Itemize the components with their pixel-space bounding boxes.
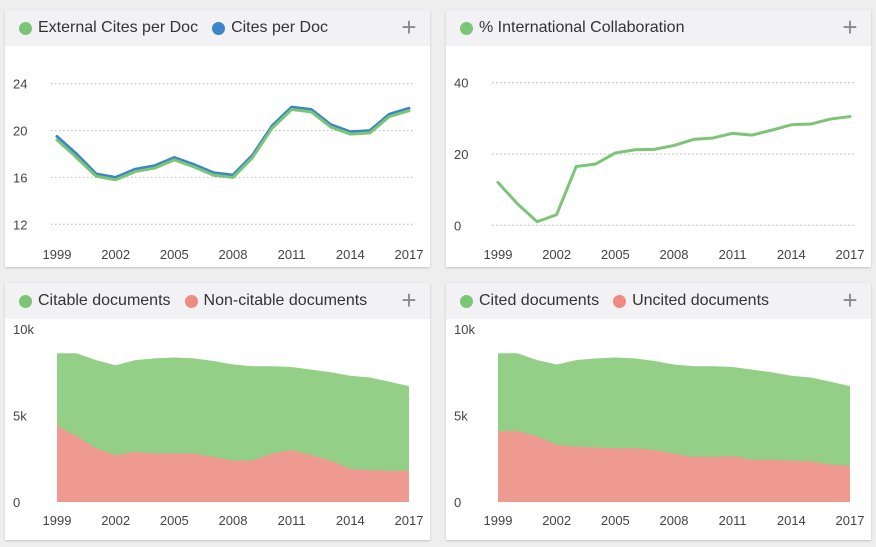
x-tick-label: 2017 bbox=[395, 513, 424, 528]
y-tick-label: 10k bbox=[454, 322, 475, 337]
x-tick-label: 1999 bbox=[43, 513, 72, 528]
x-tick-label: 2005 bbox=[160, 247, 189, 262]
legend-item-international-collaboration[interactable]: % International Collaboration bbox=[460, 19, 684, 37]
legend-dot-icon bbox=[19, 294, 32, 308]
x-tick-label: 2008 bbox=[219, 247, 248, 262]
chart-plot: 10k 5k 0 1999 2002 2005 2008 2011 2014 2017 bbox=[13, 322, 424, 528]
legend-dot-icon bbox=[19, 21, 32, 35]
x-tick-label: 2008 bbox=[219, 513, 248, 528]
x-tick-label: 2002 bbox=[542, 247, 571, 262]
chart-plot: 24 20 16 12 1999 2002 2005 2008 2011 2014 2017 bbox=[13, 77, 424, 262]
legend-label: Uncited documents bbox=[632, 292, 770, 309]
x-tick-label: 1999 bbox=[484, 247, 513, 262]
y-tick-label: 0 bbox=[454, 495, 461, 510]
legend-label: Non-citable documents bbox=[203, 292, 368, 309]
line-series-1[interactable] bbox=[496, 115, 852, 224]
y-tick-label: 10k bbox=[13, 322, 34, 337]
legend-label: External Cites per Doc bbox=[38, 19, 199, 36]
y-tick-label: 5k bbox=[454, 409, 468, 424]
area-series-2[interactable] bbox=[498, 431, 850, 502]
x-tick-label: 2008 bbox=[660, 513, 689, 528]
x-tick-label: 2005 bbox=[601, 247, 630, 262]
x-tick-label: 2017 bbox=[836, 247, 865, 262]
y-tick-label: 40 bbox=[454, 76, 468, 91]
legend-label: Cited documents bbox=[479, 292, 600, 309]
x-tick-label: 2005 bbox=[160, 513, 189, 528]
legend-label: % International Collaboration bbox=[479, 19, 685, 36]
x-tick-label: 2002 bbox=[101, 513, 130, 528]
chart-card-cited-documents: Cited documents Uncited documents + 10k 5… bbox=[446, 283, 871, 540]
x-tick-label: 2014 bbox=[336, 513, 365, 528]
x-tick-label: 2014 bbox=[777, 247, 806, 262]
x-tick-label: 2014 bbox=[336, 247, 365, 262]
x-tick-label: 1999 bbox=[484, 513, 513, 528]
x-tick-label: 2017 bbox=[395, 247, 424, 262]
x-tick-label: 2011 bbox=[278, 513, 306, 528]
x-tick-label: 2014 bbox=[777, 513, 806, 528]
legend-item-citable[interactable]: Citable documents bbox=[19, 292, 171, 310]
legend-item-uncited[interactable]: Uncited documents bbox=[613, 292, 769, 310]
y-tick-label: 24 bbox=[13, 77, 27, 92]
legend-item-cited[interactable]: Cited documents bbox=[460, 292, 599, 310]
line-series-1[interactable] bbox=[55, 105, 411, 179]
y-tick-label: 0 bbox=[454, 218, 461, 233]
y-tick-label: 0 bbox=[13, 495, 20, 510]
chart-card-international-collaboration: % International Collaboration + 40 20 0 199… bbox=[446, 10, 871, 267]
y-tick-label: 20 bbox=[13, 124, 27, 139]
x-tick-label: 1999 bbox=[43, 247, 72, 262]
legend-label: Cites per Doc bbox=[231, 19, 328, 36]
y-tick-label: 12 bbox=[13, 217, 27, 232]
area-series-2[interactable] bbox=[57, 425, 409, 502]
legend-dot-icon bbox=[613, 294, 627, 308]
legend-dot-icon bbox=[212, 21, 226, 35]
x-tick-label: 2011 bbox=[719, 247, 747, 262]
x-tick-label: 2002 bbox=[542, 513, 571, 528]
plus-icon[interactable]: + bbox=[401, 285, 417, 315]
y-tick-label: 5k bbox=[13, 409, 27, 424]
chart-legend-header: External Cites per Doc Cites per Doc bbox=[5, 10, 430, 46]
y-tick-label: 16 bbox=[13, 170, 27, 185]
legend-dot-icon bbox=[460, 21, 473, 35]
x-tick-label: 2008 bbox=[660, 247, 689, 262]
chart-plot: 40 20 0 1999 2002 2005 2008 2011 2014 2017 bbox=[454, 76, 865, 262]
x-tick-label: 2005 bbox=[601, 513, 630, 528]
chart-legend-header: Cited documents Uncited documents bbox=[446, 283, 871, 319]
legend-item-external-cites[interactable]: External Cites per Doc bbox=[19, 19, 198, 37]
chart-legend-header: % International Collaboration bbox=[446, 10, 871, 46]
x-tick-label: 2011 bbox=[278, 247, 306, 262]
plus-icon[interactable]: + bbox=[401, 12, 417, 42]
legend-item-non-citable[interactable]: Non-citable documents bbox=[184, 292, 368, 310]
legend-label: Citable documents bbox=[38, 292, 171, 309]
legend-dot-icon bbox=[184, 294, 198, 308]
legend-item-cites-per-doc[interactable]: Cites per Doc bbox=[212, 19, 328, 37]
plus-icon[interactable]: + bbox=[842, 285, 858, 315]
chart-plot: 10k 5k 0 1999 2002 2005 2008 2011 2014 2017 bbox=[454, 322, 865, 528]
line-series-2[interactable] bbox=[55, 107, 411, 182]
chart-card-citable-documents: Citable documents Non-citable documents … bbox=[5, 283, 430, 540]
x-tick-label: 2011 bbox=[719, 513, 747, 528]
plus-icon[interactable]: + bbox=[842, 12, 858, 42]
chart-legend-header: Citable documents Non-citable documents bbox=[5, 283, 430, 319]
x-tick-label: 2002 bbox=[101, 247, 130, 262]
chart-card-cites-per-doc: External Cites per Doc Cites per Doc + 2… bbox=[5, 10, 430, 267]
x-tick-label: 2017 bbox=[836, 513, 865, 528]
y-tick-label: 20 bbox=[454, 147, 468, 162]
legend-dot-icon bbox=[460, 294, 473, 308]
